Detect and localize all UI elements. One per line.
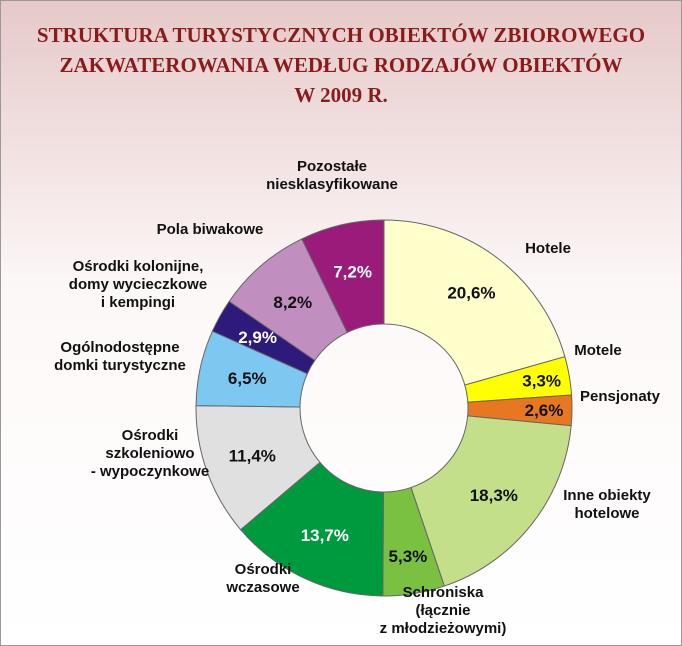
category-label: Schroniska (łącznie z młodzieżowymi) xyxy=(380,584,507,637)
category-label: Motele xyxy=(574,342,622,359)
value-label: 8,2% xyxy=(273,293,312,312)
category-label: Ośrodki szkoleniowo - wypoczynkowe xyxy=(91,427,209,480)
value-label: 18,3% xyxy=(470,486,518,505)
value-label: 13,7% xyxy=(301,526,349,545)
value-label: 3,3% xyxy=(522,371,561,390)
value-label: 5,3% xyxy=(389,547,428,566)
value-label: 2,6% xyxy=(525,401,564,420)
category-label: Pola biwakowe xyxy=(157,221,264,238)
category-label: Inne obiekty hotelowe xyxy=(563,487,651,522)
chart-title: STRUKTURA TURYSTYCZNYCH OBIEKTÓW ZBIOROW… xyxy=(37,23,645,107)
value-label: 20,6% xyxy=(447,283,495,302)
donut-slice xyxy=(239,461,384,597)
category-label: Ośrodki wczasowe xyxy=(225,561,299,596)
value-label: 6,5% xyxy=(228,369,267,388)
value-label: 7,2% xyxy=(333,263,372,282)
donut-slice xyxy=(383,219,566,386)
category-label: Ośrodki kolonijne, domy wycieczkowe i kemp… xyxy=(69,258,207,311)
category-label: Ogólnodostępne domki turystyczne xyxy=(54,339,186,374)
value-label: 2,9% xyxy=(238,328,277,347)
donut-slice xyxy=(301,219,385,334)
category-label: Pozostałe niesklasyfikowane xyxy=(266,158,398,193)
category-label: Pensjonaty xyxy=(580,388,661,405)
donut-slice xyxy=(410,415,572,587)
category-label: Hotele xyxy=(525,240,571,257)
value-label: 11,4% xyxy=(229,446,276,465)
